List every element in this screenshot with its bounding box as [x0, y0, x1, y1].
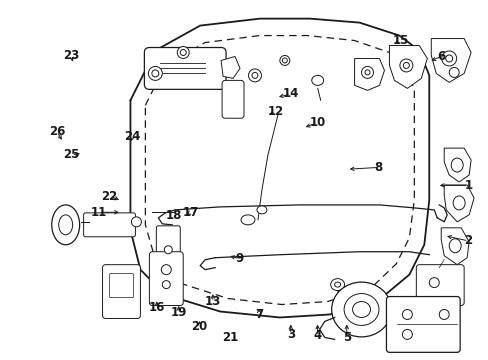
Polygon shape: [388, 45, 427, 88]
Polygon shape: [443, 185, 473, 222]
Ellipse shape: [180, 50, 186, 55]
Ellipse shape: [352, 302, 370, 318]
Text: 18: 18: [165, 210, 182, 222]
Text: 20: 20: [191, 320, 207, 333]
Ellipse shape: [162, 280, 170, 289]
Text: 25: 25: [63, 148, 80, 161]
FancyBboxPatch shape: [156, 226, 180, 262]
Ellipse shape: [331, 282, 390, 337]
Ellipse shape: [282, 58, 287, 63]
FancyBboxPatch shape: [102, 265, 140, 319]
Text: 13: 13: [204, 296, 221, 309]
FancyBboxPatch shape: [144, 48, 225, 89]
Text: 17: 17: [183, 206, 199, 219]
Ellipse shape: [448, 67, 458, 77]
Text: 24: 24: [124, 130, 141, 143]
Text: 23: 23: [63, 49, 80, 62]
Text: 2: 2: [464, 234, 472, 247]
Ellipse shape: [334, 282, 340, 287]
Ellipse shape: [448, 239, 460, 253]
Ellipse shape: [450, 158, 462, 172]
Text: 16: 16: [148, 301, 164, 314]
Text: 8: 8: [374, 161, 382, 174]
Text: 3: 3: [286, 328, 294, 341]
Polygon shape: [430, 39, 470, 82]
Text: 14: 14: [282, 87, 298, 100]
Ellipse shape: [148, 67, 162, 80]
Text: 4: 4: [313, 329, 321, 342]
Text: 7: 7: [255, 308, 263, 321]
Ellipse shape: [256, 206, 266, 214]
Ellipse shape: [164, 246, 172, 254]
Polygon shape: [221, 57, 240, 78]
Text: 12: 12: [267, 105, 284, 118]
Ellipse shape: [403, 62, 408, 68]
Text: 22: 22: [101, 190, 118, 203]
Text: 15: 15: [391, 33, 408, 47]
Ellipse shape: [402, 329, 411, 339]
Ellipse shape: [438, 310, 448, 319]
Ellipse shape: [452, 196, 464, 210]
Ellipse shape: [361, 67, 373, 78]
Text: 9: 9: [235, 252, 243, 265]
Ellipse shape: [131, 217, 141, 227]
Text: 19: 19: [170, 306, 186, 319]
Text: 21: 21: [222, 331, 238, 344]
Ellipse shape: [251, 72, 258, 78]
FancyBboxPatch shape: [149, 252, 183, 306]
Text: 11: 11: [90, 206, 106, 219]
Ellipse shape: [364, 70, 369, 75]
Ellipse shape: [402, 310, 411, 319]
Ellipse shape: [279, 55, 289, 66]
Ellipse shape: [445, 55, 452, 62]
Ellipse shape: [248, 69, 261, 82]
Ellipse shape: [59, 215, 73, 235]
Ellipse shape: [330, 279, 344, 291]
Text: 6: 6: [437, 50, 445, 63]
Polygon shape: [440, 228, 468, 265]
Polygon shape: [443, 148, 470, 182]
FancyBboxPatch shape: [415, 265, 463, 306]
Ellipse shape: [399, 59, 412, 72]
Ellipse shape: [161, 265, 171, 275]
Ellipse shape: [428, 278, 438, 288]
FancyBboxPatch shape: [83, 213, 135, 237]
Ellipse shape: [177, 46, 189, 58]
Ellipse shape: [344, 293, 378, 325]
Ellipse shape: [52, 205, 80, 245]
FancyBboxPatch shape: [109, 274, 133, 298]
Polygon shape: [354, 58, 384, 90]
FancyBboxPatch shape: [386, 297, 459, 352]
FancyBboxPatch shape: [222, 80, 244, 118]
Text: 1: 1: [464, 179, 472, 192]
Ellipse shape: [241, 215, 254, 225]
Text: 10: 10: [309, 116, 325, 129]
Ellipse shape: [441, 51, 456, 66]
Text: 5: 5: [342, 331, 350, 344]
Ellipse shape: [152, 70, 159, 77]
Text: 26: 26: [49, 125, 65, 138]
Ellipse shape: [311, 75, 323, 85]
